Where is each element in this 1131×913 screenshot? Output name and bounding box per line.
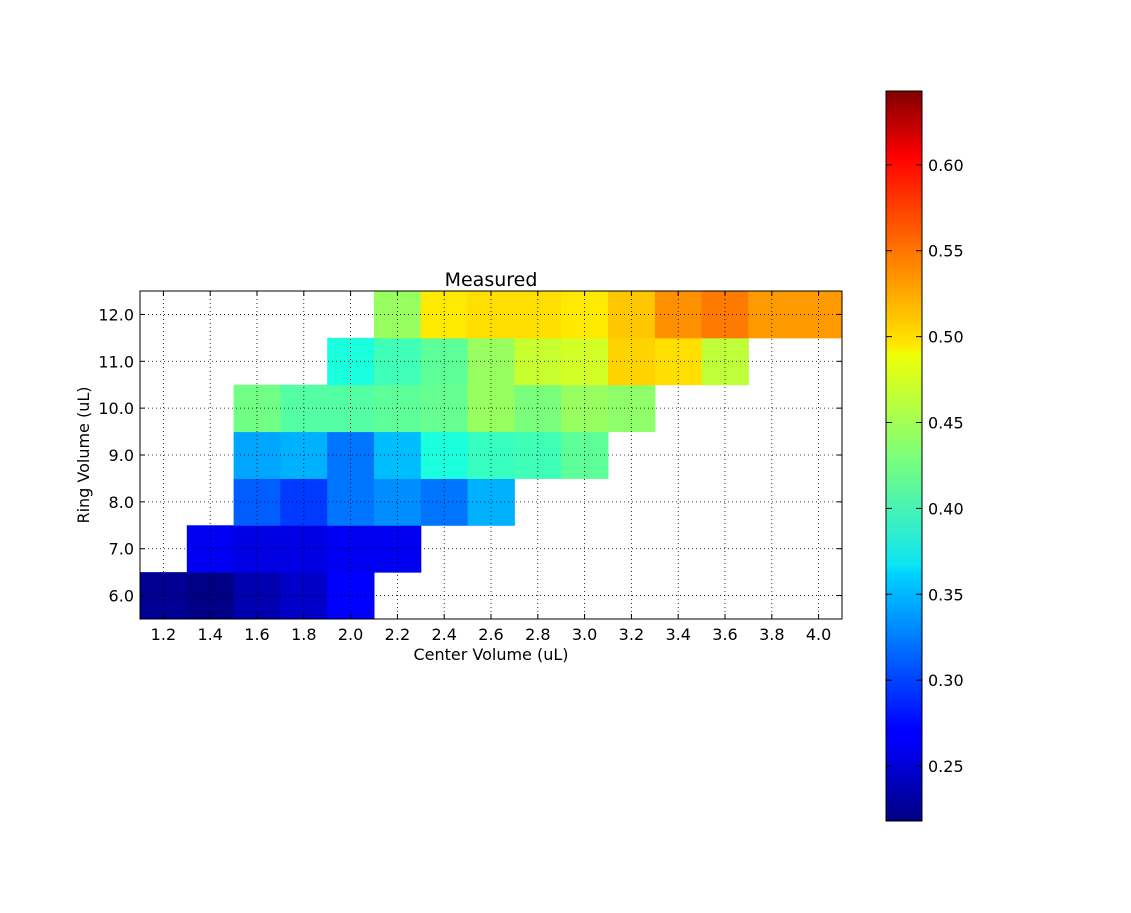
colorbar-ticks: 0.25 0.30 0.35 0.40 0.45 0.50 0.55 0.60 bbox=[886, 156, 964, 776]
colorbar-tick-label: 0.60 bbox=[928, 156, 964, 175]
heatmap-cell bbox=[654, 337, 703, 386]
x-tick-label: 2.4 bbox=[431, 625, 456, 644]
heatmap-cell bbox=[327, 337, 375, 386]
colorbar-tick-label: 0.25 bbox=[928, 757, 964, 776]
x-tick-label: 2.8 bbox=[525, 625, 550, 644]
grid-lines bbox=[140, 291, 842, 619]
heatmap-cell bbox=[374, 478, 422, 526]
x-tick-label: 1.4 bbox=[197, 625, 222, 644]
y-tick-label: 6.0 bbox=[109, 587, 134, 606]
x-tick-label: 3.6 bbox=[712, 625, 737, 644]
heatmap-cell bbox=[467, 337, 515, 386]
heatmap-cell bbox=[514, 384, 562, 433]
x-tick-label: 4.0 bbox=[806, 625, 831, 644]
heatmap-cell bbox=[608, 291, 656, 339]
heatmap-cell bbox=[233, 525, 281, 573]
heatmap-cells bbox=[140, 291, 843, 620]
y-tick-label: 12.0 bbox=[98, 305, 134, 324]
heatmap-cell bbox=[186, 525, 235, 573]
x-tick-label: 1.6 bbox=[244, 625, 269, 644]
x-axis-label: Center Volume (uL) bbox=[413, 645, 568, 664]
x-tick-label: 3.2 bbox=[619, 625, 644, 644]
heatmap-cell bbox=[467, 291, 515, 339]
x-tick-label: 2.0 bbox=[338, 625, 363, 644]
heatmap-cell bbox=[233, 384, 281, 433]
heatmap-cell bbox=[374, 384, 422, 433]
x-tick-label: 3.4 bbox=[665, 625, 690, 644]
heatmap-cell bbox=[327, 384, 375, 433]
y-tick-label: 10.0 bbox=[98, 399, 134, 418]
heatmap-cell bbox=[608, 337, 656, 386]
x-axis: 1.2 1.4 1.6 1.8 2.0 2.2 2.4 2.6 2.8 3.0 3.2 3.4 3.6 3… bbox=[151, 291, 831, 644]
heatmap-cell bbox=[327, 478, 375, 526]
colorbar-tick-label: 0.50 bbox=[928, 328, 964, 347]
chart-title: Measured bbox=[445, 269, 538, 291]
y-axis: 6.0 7.0 8.0 9.0 10.0 11.0 12.0 bbox=[98, 305, 842, 606]
x-tick-label: 2.6 bbox=[478, 625, 503, 644]
heatmap-cell bbox=[701, 291, 749, 339]
y-tick-label: 11.0 bbox=[98, 352, 134, 371]
x-tick-label: 1.8 bbox=[291, 625, 316, 644]
y-tick-label: 8.0 bbox=[109, 493, 134, 512]
heatmap-cell bbox=[514, 337, 562, 386]
colorbar-tick-label: 0.45 bbox=[928, 414, 964, 433]
heatmap-cell bbox=[701, 337, 749, 386]
heatmap-cell bbox=[654, 291, 703, 339]
colorbar-tick-label: 0.55 bbox=[928, 242, 964, 261]
heatmap-cell bbox=[608, 384, 656, 433]
x-tick-label: 2.2 bbox=[385, 625, 410, 644]
heatmap-cell bbox=[374, 337, 422, 386]
heatmap-cell bbox=[514, 291, 562, 339]
heatmap-cell bbox=[374, 291, 422, 339]
x-tick-label: 1.2 bbox=[151, 625, 176, 644]
heatmap-cell bbox=[467, 384, 515, 433]
colorbar-tick-label: 0.30 bbox=[928, 671, 964, 690]
colorbar-tick-label: 0.35 bbox=[928, 585, 964, 604]
heatmap-cell bbox=[467, 478, 515, 526]
colorbar-tick-label: 0.40 bbox=[928, 499, 964, 518]
heatmap-cell bbox=[233, 478, 281, 526]
heatmap-cell bbox=[795, 291, 843, 339]
x-tick-label: 3.0 bbox=[572, 625, 597, 644]
y-axis-label: Ring Volume (uL) bbox=[74, 386, 93, 523]
y-tick-label: 9.0 bbox=[109, 446, 134, 465]
x-tick-label: 3.8 bbox=[759, 625, 784, 644]
heatmap-cell bbox=[374, 525, 422, 573]
heatmap-cell bbox=[327, 525, 375, 573]
colorbar bbox=[885, 90, 923, 822]
y-tick-label: 7.0 bbox=[109, 540, 134, 559]
